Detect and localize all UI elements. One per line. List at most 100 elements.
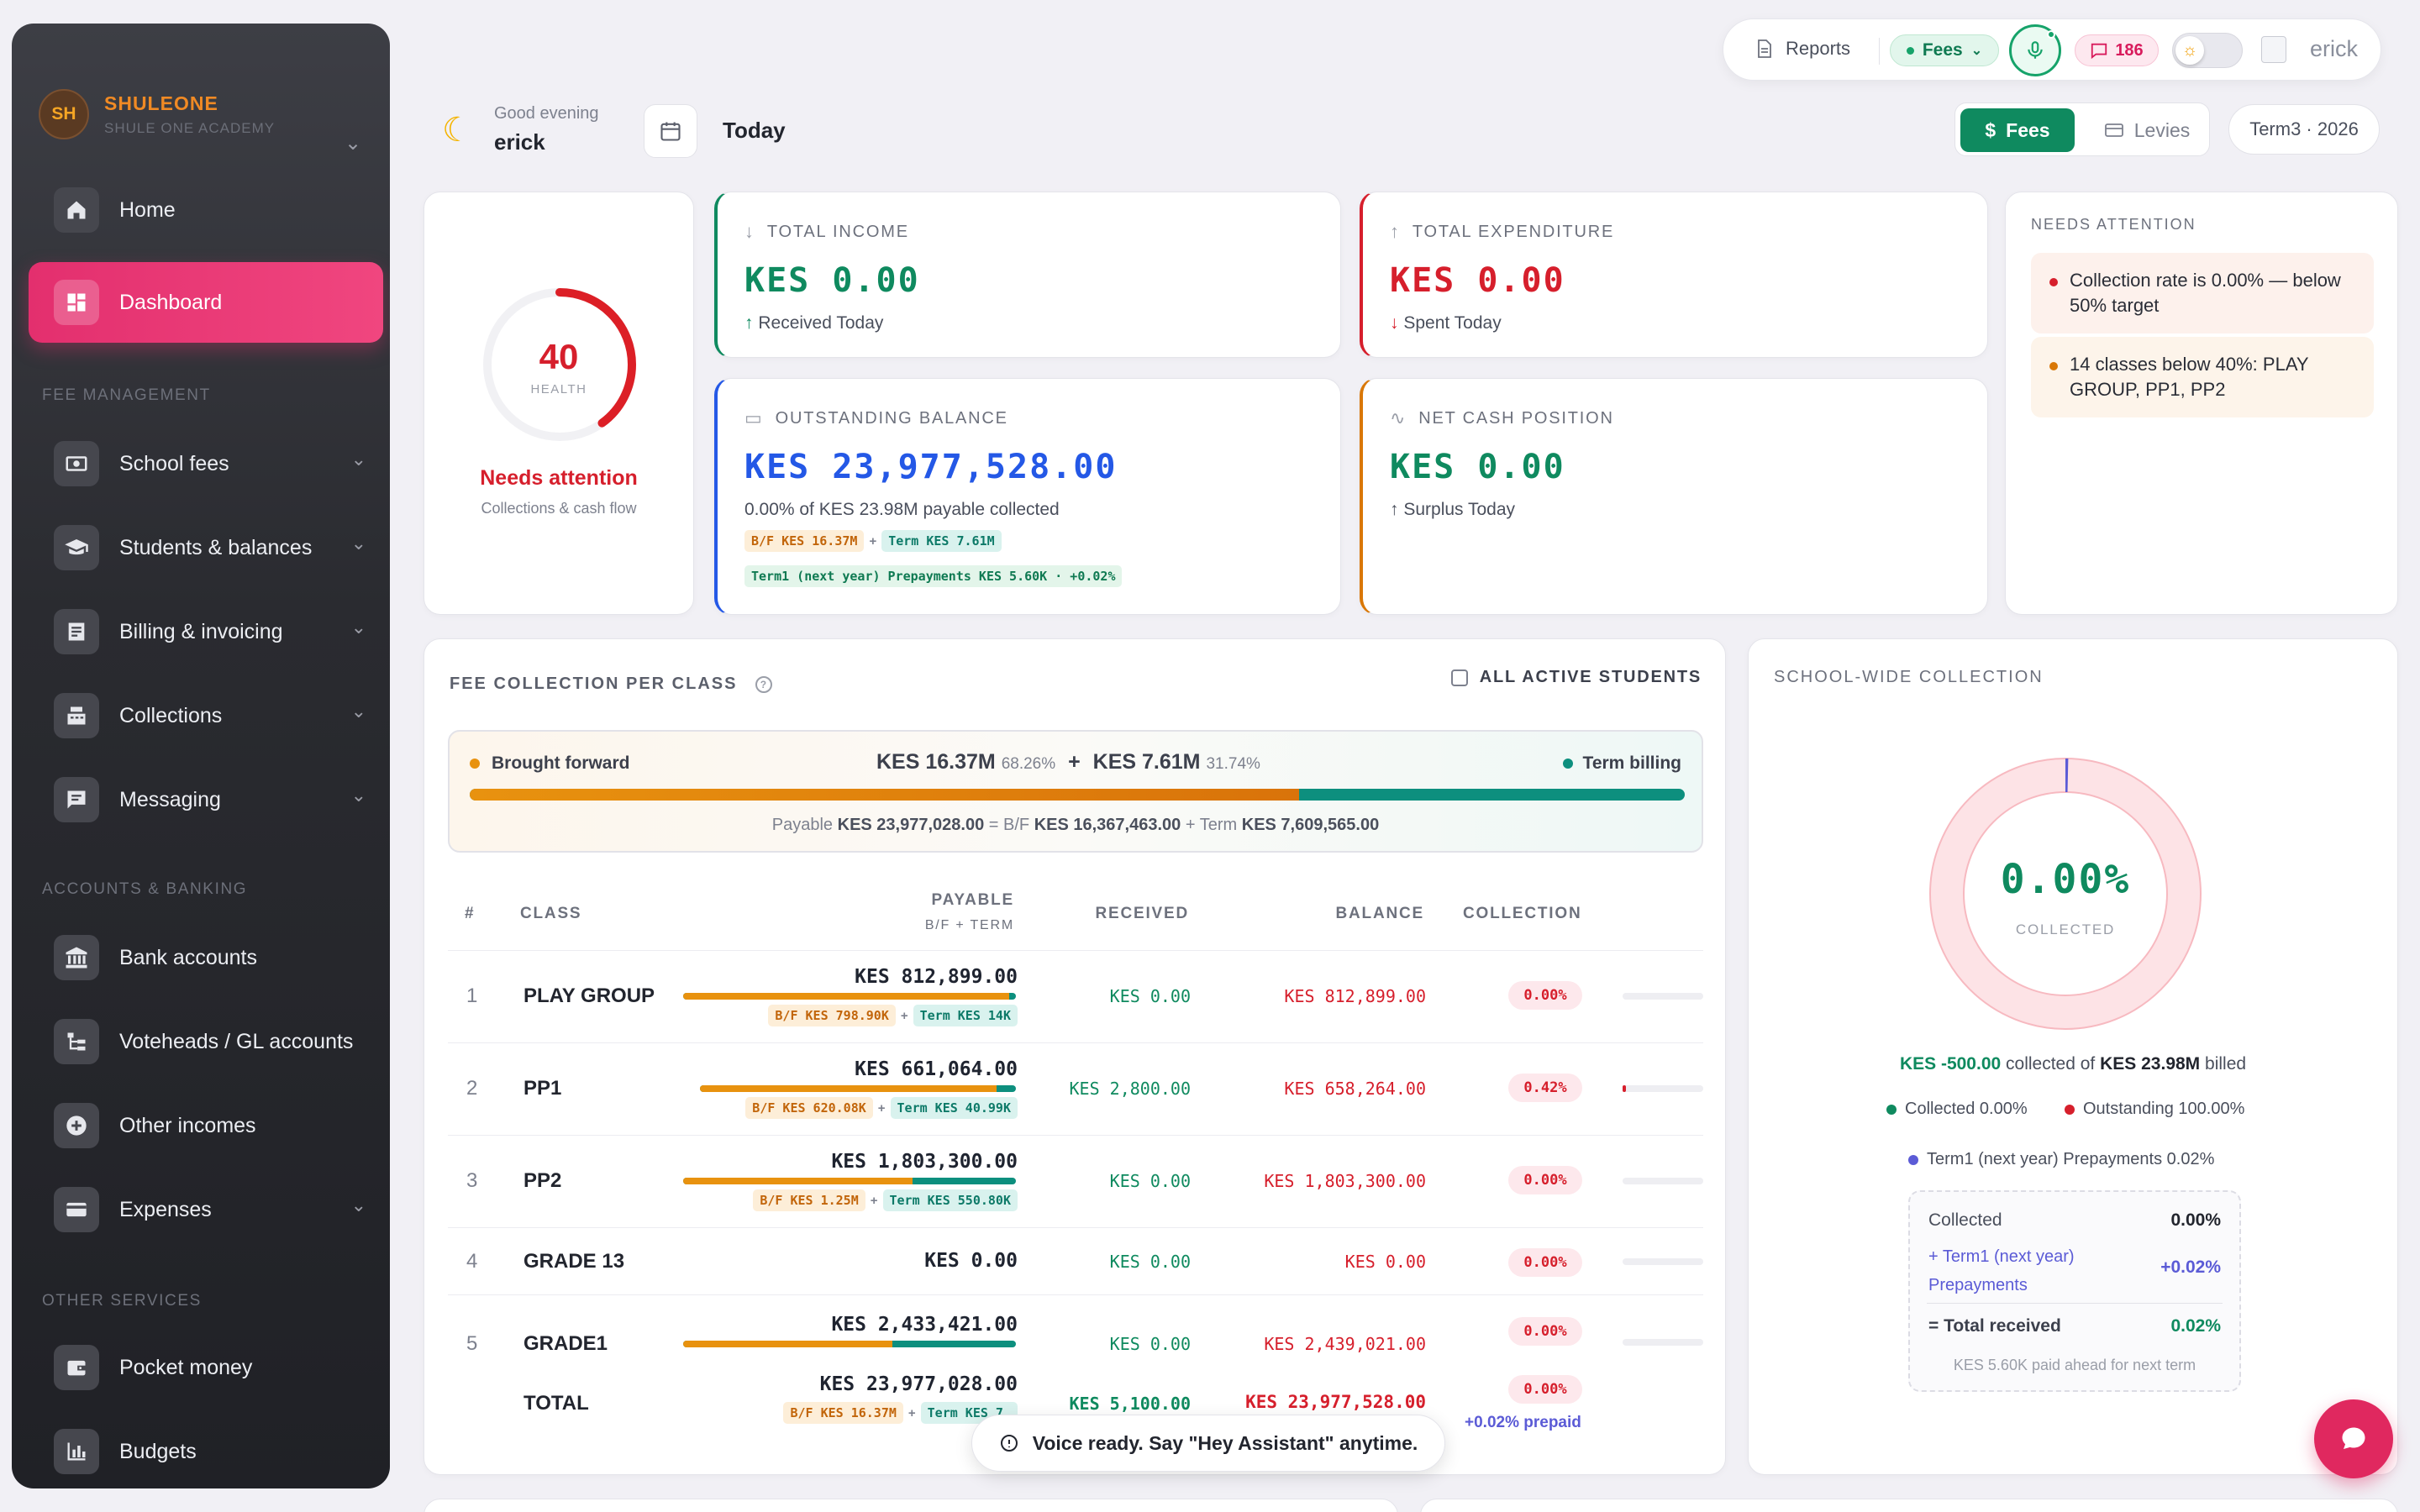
brand[interactable]: SH SHULEONE SHULE ONE ACADEMY — [39, 89, 275, 139]
card-title: NEEDS ATTENTION — [2031, 216, 2196, 233]
bf-equals: = B/F — [988, 816, 1030, 834]
voice-assistant-button[interactable] — [2009, 24, 2061, 76]
column-header-payable[interactable]: PAYABLE — [931, 891, 1014, 909]
graduation-cap-icon — [54, 525, 99, 570]
levies-view-button[interactable]: Levies — [2090, 108, 2204, 152]
all-students-checkbox[interactable]: ALL ACTIVE STUDENTS — [1450, 668, 1702, 687]
notification-count: 186 — [2115, 40, 2144, 60]
row-index: 3 — [466, 1169, 478, 1192]
table-row[interactable]: 1 PLAY GROUP KES 812,899.00 B/F KES 798.… — [448, 950, 1703, 1042]
fees-dropdown-label: Fees — [1922, 40, 1963, 60]
checkbox[interactable] — [1450, 669, 1468, 686]
avatar[interactable] — [2261, 36, 2286, 63]
collection-percent: 0.00% — [2000, 856, 2131, 903]
sidebar-item-voteheads[interactable]: Voteheads / GL accounts — [29, 1001, 383, 1082]
sidebar-item-budgets[interactable]: Budgets — [29, 1411, 383, 1488]
table-row[interactable]: 3 PP2 KES 1,803,300.00 B/F KES 1.25M + Ter… — [448, 1135, 1703, 1227]
collection-breakdown: Collected 0.00% + Term1 (next year) Prep… — [1908, 1190, 2241, 1392]
bf-percent: 68.26% — [1001, 755, 1056, 773]
sidebar-item-home[interactable]: Home — [29, 170, 383, 250]
username[interactable]: erick — [2310, 36, 2359, 61]
payable-value: KES 2,433,421.00 — [831, 1314, 1018, 1336]
summary-text-end: billed — [2205, 1054, 2247, 1074]
card-title: FEE COLLECTION PER CLASS ? — [450, 675, 773, 694]
sidebar-item-messaging[interactable]: Messaging ⌄ — [29, 759, 383, 840]
brought-forward-summary: Brought forward KES 16.37M 68.26% + KES … — [448, 730, 1703, 853]
arrow-down-icon: ↓ — [1390, 313, 1399, 333]
fees-dropdown[interactable]: Fees ⌄ — [1890, 34, 1999, 66]
reports-button[interactable]: Reports — [1754, 38, 1850, 60]
attention-item[interactable]: 14 classes below 40%: PLAY GROUP, PP1, P… — [2031, 337, 2374, 417]
outstanding-balance-value: KES 23,977,528.00 — [744, 448, 1118, 486]
net-cash-card[interactable]: ∿ NET CASH POSITION KES 0.00 ↑ Surplus To… — [1360, 378, 1988, 615]
toast-message: Voice ready. Say "Hey Assistant" anytime… — [1032, 1431, 1418, 1454]
reports-label: Reports — [1786, 38, 1851, 59]
column-header-balance[interactable]: BALANCE — [1335, 905, 1424, 922]
fees-view-button[interactable]: $ Fees — [1960, 108, 2075, 152]
notifications-button[interactable]: 186 — [2075, 34, 2159, 66]
payable-total: KES 23,977,028.00 — [837, 816, 985, 834]
balance-value: KES 658,264.00 — [1284, 1079, 1426, 1099]
sidebar-item-bank-accounts[interactable]: Bank accounts — [29, 917, 383, 998]
bf-bar-segment — [683, 1178, 913, 1184]
sidebar: SH SHULEONE SHULE ONE ACADEMY ⌄ Home Das… — [12, 24, 390, 1488]
bf-full: KES 16,367,463.00 — [1034, 816, 1181, 834]
health-status: Needs attention — [480, 466, 638, 490]
sidebar-item-billing[interactable]: Billing & invoicing ⌄ — [29, 591, 383, 672]
sidebar-item-pocket-money[interactable]: Pocket money — [29, 1327, 383, 1408]
theme-toggle[interactable]: ☼ — [2172, 33, 2243, 68]
pulse-icon: ∿ — [1390, 407, 1407, 428]
date-picker-button[interactable] — [644, 104, 697, 158]
column-header-num: # — [465, 905, 476, 922]
sidebar-item-label: Other incomes — [119, 1113, 256, 1137]
info-icon — [1000, 1435, 1018, 1452]
sidebar-item-students-balances[interactable]: Students & balances ⌄ — [29, 507, 383, 588]
column-header-collection[interactable]: COLLECTION — [1463, 905, 1582, 922]
sidebar-item-collections[interactable]: Collections ⌄ — [29, 675, 383, 756]
column-header-received[interactable]: RECEIVED — [1095, 905, 1189, 922]
sidebar-item-expenses[interactable]: Expenses ⌄ — [29, 1169, 383, 1250]
bf-term-bar — [683, 1178, 1016, 1184]
invoice-icon — [54, 609, 99, 654]
bf-bar-segment — [683, 1341, 893, 1347]
message-icon — [54, 777, 99, 822]
breakdown-collected-label: Collected — [1928, 1210, 2002, 1230]
term-selector[interactable]: Term3 · 2026 — [2228, 104, 2380, 155]
total-balance: KES 23,977,528.00 — [1245, 1392, 1426, 1412]
row-index: 4 — [466, 1250, 478, 1273]
fees-view-label: Fees — [2006, 118, 2050, 141]
outstanding-balance-card[interactable]: ▭ OUTSTANDING BALANCE KES 23,977,528.00 0… — [714, 378, 1341, 615]
term-chip: Term KES 550.80K — [882, 1189, 1018, 1211]
total-income-card[interactable]: ↓ TOTAL INCOME KES 0.00 ↑ Received Today — [714, 192, 1341, 358]
sidebar-item-other-incomes[interactable]: Other incomes — [29, 1085, 383, 1166]
voice-toast: Voice ready. Say "Hey Assistant" anytime… — [971, 1415, 1445, 1472]
sidebar-item-school-fees[interactable]: School fees ⌄ — [29, 423, 383, 504]
bf-dot — [470, 759, 480, 769]
dashboard-icon — [54, 280, 99, 325]
money-icon — [54, 441, 99, 486]
date-label: Today — [723, 118, 786, 143]
collection-badge: 0.00% — [1508, 1317, 1582, 1346]
legend-prepayments: Term1 (next year) Prepayments 0.02% — [1908, 1150, 2214, 1169]
chat-button[interactable] — [2314, 1399, 2393, 1478]
progress-track — [1623, 993, 1703, 1000]
sidebar-item-dashboard[interactable]: Dashboard — [29, 262, 383, 343]
total-expenditure-card[interactable]: ↑ TOTAL EXPENDITURE KES 0.00 ↓ Spent Toda… — [1360, 192, 1988, 358]
bottom-card-left — [424, 1499, 1398, 1512]
class-name: GRADE 13 — [523, 1250, 625, 1273]
sidebar-item-label: Expenses — [119, 1197, 212, 1221]
column-header-class[interactable]: CLASS — [520, 905, 582, 922]
table-row[interactable]: 2 PP1 KES 661,064.00 B/F KES 620.08K + Ter… — [448, 1042, 1703, 1135]
health-card: 40 HEALTH Needs attention Collections & … — [424, 192, 694, 615]
school-wide-card: SCHOOL-WIDE COLLECTION 0.00% COLLECTED K… — [1748, 638, 2398, 1475]
sidebar-item-label: Budgets — [119, 1439, 197, 1463]
table-row[interactable]: 5 GRADE1 KES 2,433,421.00 KES 0.00 KES 2… — [448, 1294, 1703, 1365]
school-subtitle: SHULE ONE ACADEMY — [104, 119, 276, 136]
collection-badge: 0.42% — [1508, 1074, 1582, 1102]
info-icon[interactable]: ? — [755, 675, 773, 693]
chevron-down-icon[interactable]: ⌄ — [345, 132, 362, 155]
card-label: TOTAL EXPENDITURE — [1412, 222, 1615, 241]
progress-track — [1623, 1339, 1703, 1346]
attention-item[interactable]: Collection rate is 0.00% — below 50% tar… — [2031, 253, 2374, 333]
table-row[interactable]: 4 GRADE 13 KES 0.00 KES 0.00 KES 0.00 0.… — [448, 1227, 1703, 1294]
